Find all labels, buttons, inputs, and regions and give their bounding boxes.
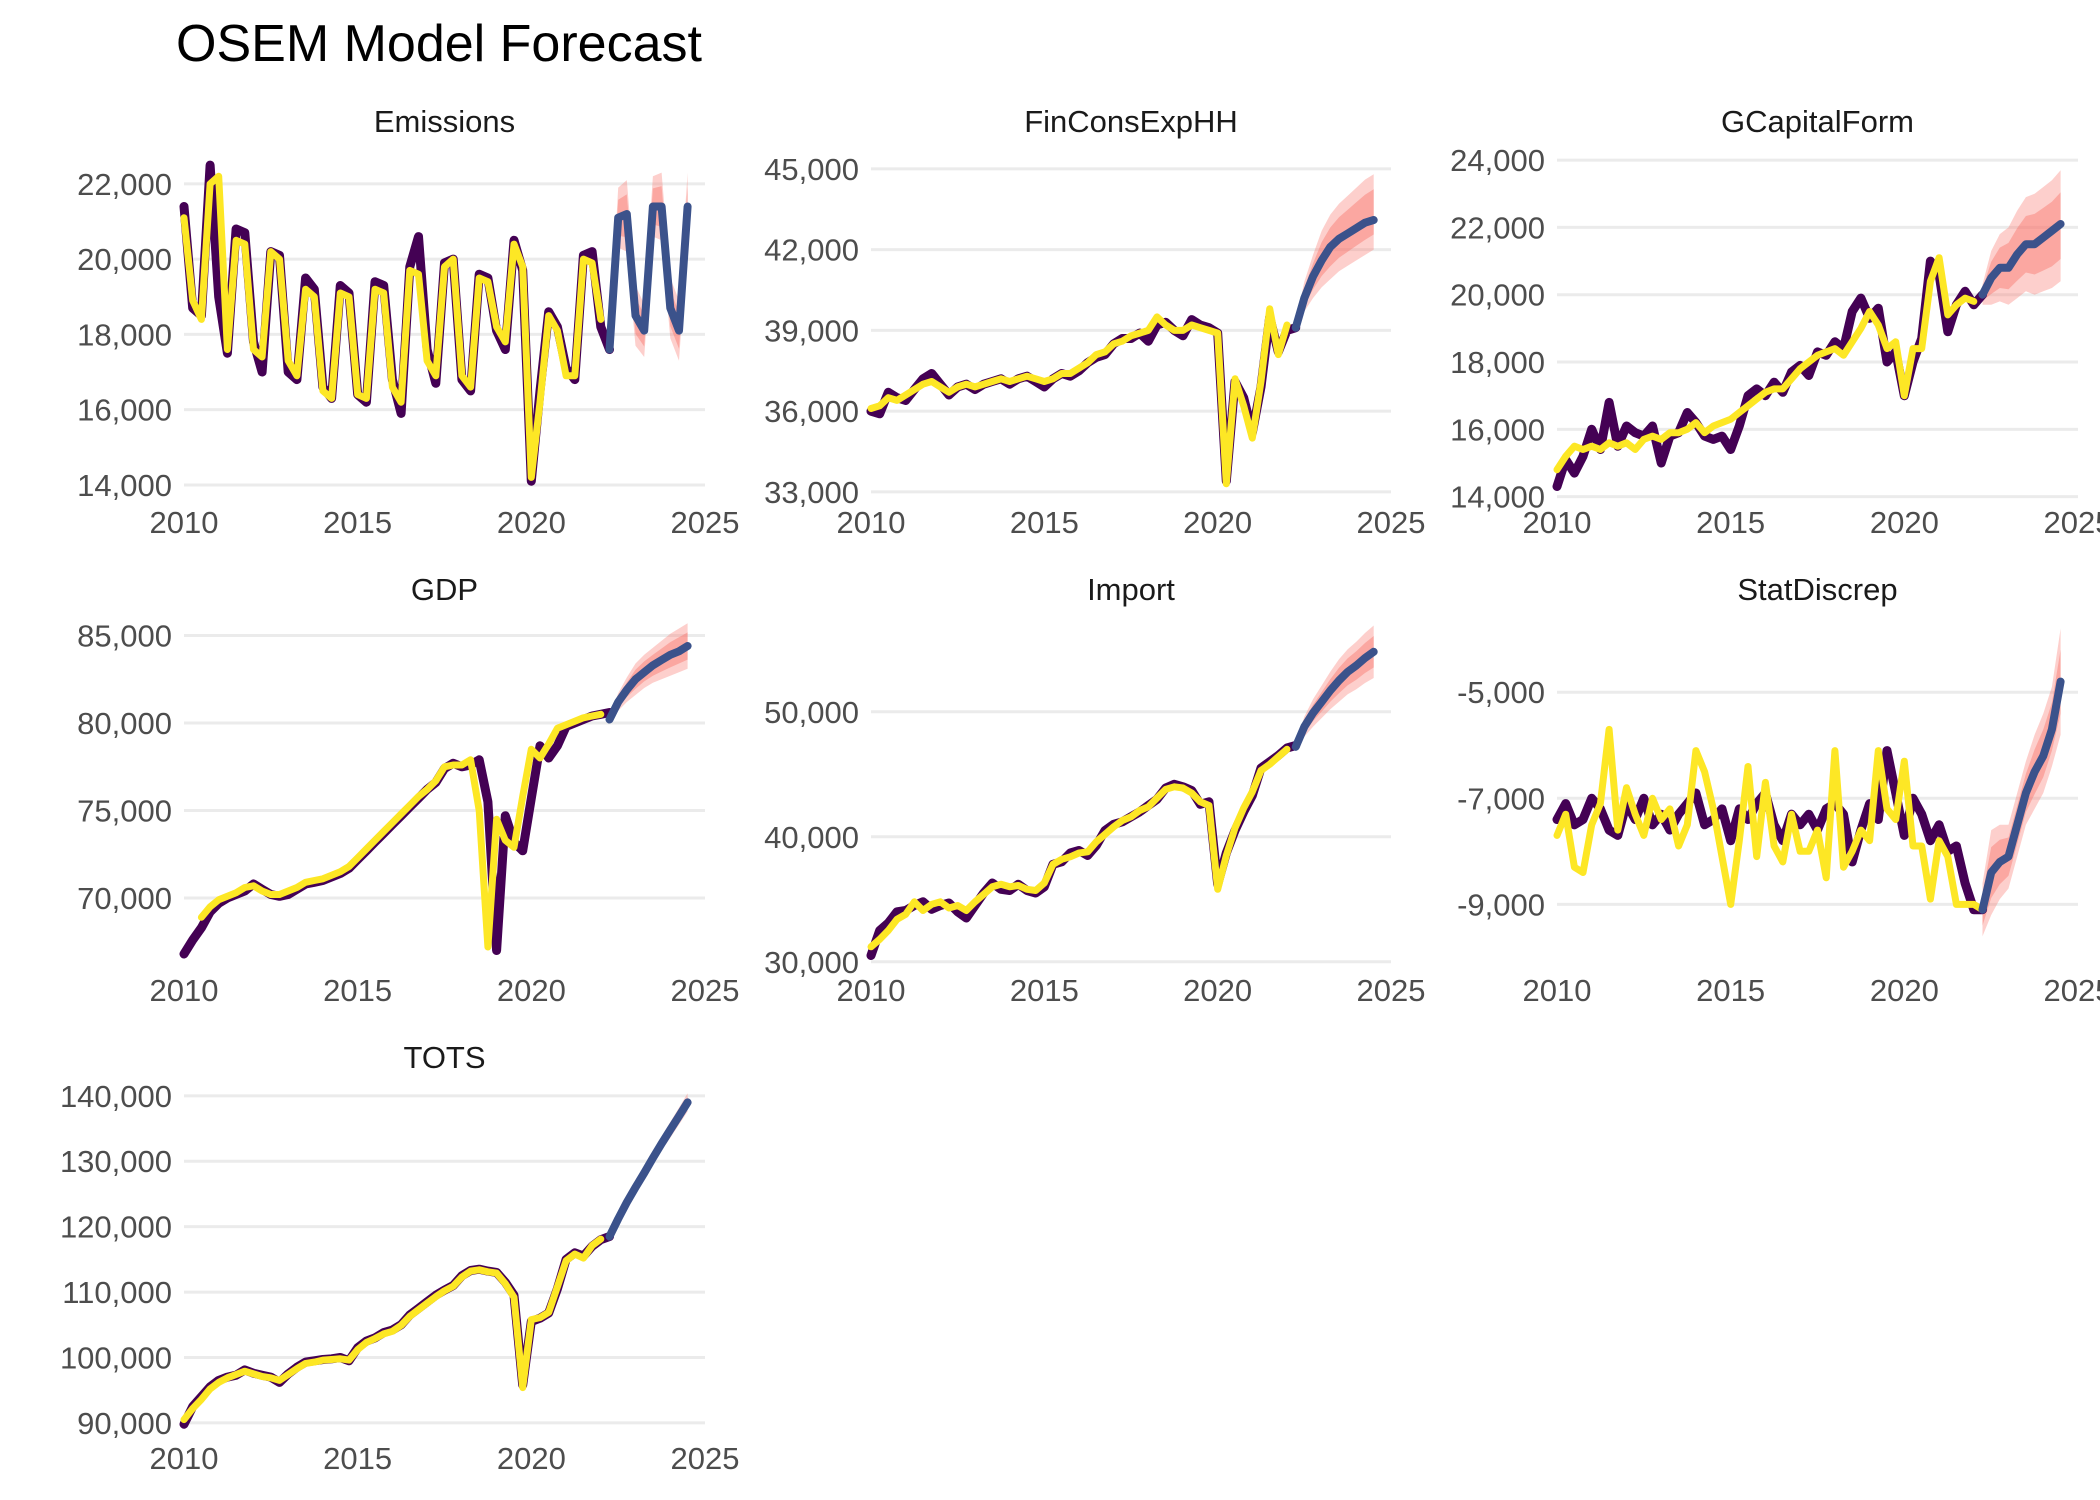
- x-tick-label: 2020: [1870, 973, 1939, 1008]
- y-tick-label: 22,000: [1450, 210, 1545, 245]
- x-tick-label: 2020: [1183, 973, 1252, 1008]
- y-tick-label: 22,000: [77, 167, 172, 202]
- y-tick-label: 36,000: [764, 394, 859, 429]
- interval-band-95: [1295, 174, 1374, 334]
- forecast-line: [1291, 216, 1378, 332]
- panel-title: Import: [1087, 572, 1175, 607]
- fitted-line: [1553, 254, 1978, 474]
- y-tick-label: 75,000: [77, 794, 172, 829]
- fitted-line: [1553, 725, 1986, 914]
- x-tick-label: 2010: [150, 973, 219, 1008]
- x-tick-label: 2025: [1357, 505, 1426, 540]
- x-tick-label: 2015: [1010, 505, 1079, 540]
- panel-title: GDP: [411, 572, 478, 607]
- chart-title: OSEM Model Forecast: [176, 15, 702, 73]
- y-tick-label: -7,000: [1457, 781, 1545, 816]
- forecast-line: [1978, 220, 2065, 299]
- y-tick-label: 18,000: [1450, 345, 1545, 380]
- y-tick-label: 20,000: [1450, 278, 1545, 313]
- y-tick-label: 70,000: [77, 881, 172, 916]
- forecast-line: [605, 1098, 692, 1241]
- y-tick-label: 90,000: [77, 1406, 172, 1441]
- panel-title: Emissions: [374, 104, 515, 139]
- x-tick-label: 2010: [1523, 505, 1592, 540]
- fitted-line: [867, 745, 1291, 951]
- x-tick-label: 2020: [1870, 505, 1939, 540]
- x-tick-label: 2020: [497, 505, 566, 540]
- x-tick-label: 2010: [837, 505, 906, 540]
- x-tick-label: 2025: [671, 505, 740, 540]
- x-tick-label: 2015: [323, 973, 392, 1008]
- x-tick-label: 2025: [671, 1441, 740, 1476]
- y-tick-label: 16,000: [1450, 412, 1545, 447]
- x-tick-label: 2025: [2044, 505, 2100, 540]
- y-tick-label: 39,000: [764, 313, 859, 348]
- x-tick-label: 2015: [1696, 973, 1765, 1008]
- panel-title: FinConsExpHH: [1024, 104, 1238, 139]
- x-tick-label: 2025: [671, 973, 740, 1008]
- x-tick-label: 2025: [2044, 973, 2100, 1008]
- forecast-line: [1291, 647, 1378, 751]
- x-tick-label: 2020: [1183, 505, 1252, 540]
- y-tick-label: 50,000: [764, 695, 859, 730]
- x-tick-label: 2015: [1696, 505, 1765, 540]
- x-tick-label: 2015: [323, 505, 392, 540]
- forecast-line: [605, 202, 692, 354]
- y-tick-label: 40,000: [764, 820, 859, 855]
- y-tick-label: 130,000: [60, 1144, 172, 1179]
- panel-title: TOTS: [403, 1040, 485, 1075]
- x-tick-label: 2015: [1010, 973, 1079, 1008]
- y-tick-label: 20,000: [77, 242, 172, 277]
- panel-gcapitalform: GCapitalForm 14,000 16,000 18,000 20,000 22,0…: [1450, 104, 2100, 540]
- y-tick-label: -9,000: [1457, 887, 1545, 922]
- y-tick-label: 85,000: [77, 619, 172, 654]
- y-tick-label: 18,000: [77, 317, 172, 352]
- x-tick-label: 2025: [1357, 973, 1426, 1008]
- panel-gdp: GDP 70,000 75,000 80,000 85,000 2010 2015 2020 2…: [77, 572, 739, 1008]
- y-tick-label: 140,000: [60, 1079, 172, 1114]
- fitted-line: [197, 710, 605, 951]
- y-tick-label: 120,000: [60, 1210, 172, 1245]
- panel-statdiscrep: StatDiscrep -9,000 -7,000 -5,000 2010 2015 202…: [1457, 572, 2100, 1008]
- y-tick-label: 45,000: [764, 152, 859, 187]
- panel-import: Import 30,000 40,000 50,000 2010 2015 2020 2025: [764, 572, 1425, 1008]
- panel-tots: TOTS 90,000 100,000 110,000 120,000 130,000 14…: [60, 1040, 740, 1476]
- fitted-line: [867, 305, 1291, 488]
- y-tick-label: 110,000: [62, 1275, 172, 1310]
- x-tick-label: 2020: [497, 1441, 566, 1476]
- x-tick-label: 2015: [323, 1441, 392, 1476]
- y-tick-label: 30,000: [764, 945, 859, 980]
- y-tick-label: -5,000: [1457, 675, 1545, 710]
- x-tick-label: 2010: [150, 1441, 219, 1476]
- panel-emissions: Emissions 14,000 16,000 18,000 20,000 22,000 2…: [77, 104, 739, 540]
- fitted-line: [180, 1235, 605, 1424]
- y-tick-label: 14,000: [1450, 480, 1545, 515]
- y-tick-label: 42,000: [764, 233, 859, 268]
- forecast-line: [1978, 677, 2065, 914]
- panel-title: StatDiscrep: [1737, 572, 1897, 607]
- x-tick-label: 2010: [1523, 973, 1592, 1008]
- y-tick-label: 100,000: [60, 1340, 172, 1375]
- y-tick-label: 80,000: [77, 706, 172, 741]
- x-tick-label: 2010: [837, 973, 906, 1008]
- panel-finconsexphh: FinConsExpHH 33,000 36,000 39,000 42,000 45,0…: [764, 104, 1425, 540]
- forecast-line: [605, 642, 692, 724]
- x-tick-label: 2010: [150, 505, 219, 540]
- panel-title: GCapitalForm: [1721, 104, 1914, 139]
- fitted-line: [180, 172, 605, 481]
- y-tick-label: 24,000: [1450, 143, 1545, 178]
- y-tick-label: 14,000: [77, 468, 172, 503]
- y-tick-label: 33,000: [764, 475, 859, 510]
- interval-band-80: [609, 632, 688, 722]
- y-tick-label: 16,000: [77, 393, 172, 428]
- x-tick-label: 2020: [497, 973, 566, 1008]
